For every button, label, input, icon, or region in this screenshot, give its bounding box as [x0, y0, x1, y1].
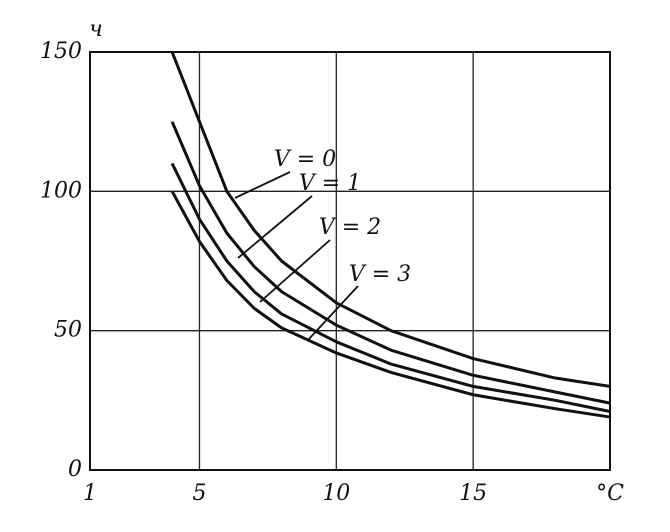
y-tick-label: 50 — [54, 318, 82, 343]
series-label: V = 3 — [349, 262, 411, 287]
y-tick-label: 150 — [40, 39, 82, 64]
series-line — [170, 121, 611, 405]
series-line — [170, 162, 611, 413]
plot-frame — [89, 51, 611, 471]
y-axis-label: ч — [89, 17, 103, 42]
series-line — [170, 51, 611, 388]
leader-line — [237, 195, 313, 259]
leader-line — [259, 239, 331, 303]
series-label: V = 0 — [274, 147, 336, 172]
y-tick-label: 0 — [68, 457, 82, 482]
series-label: V = 2 — [319, 215, 381, 240]
x-tick-label: 15 — [459, 481, 487, 506]
y-tick-label: 100 — [40, 178, 82, 203]
leader-line — [307, 285, 359, 341]
x-tick-label: 10 — [322, 481, 350, 506]
series-line — [170, 190, 611, 419]
x-tick-label: °C — [596, 481, 624, 506]
series-label: V = 1 — [299, 171, 361, 196]
leader-line — [234, 171, 291, 199]
x-tick-label: 1 — [83, 481, 97, 506]
x-tick-label: 5 — [192, 481, 206, 506]
